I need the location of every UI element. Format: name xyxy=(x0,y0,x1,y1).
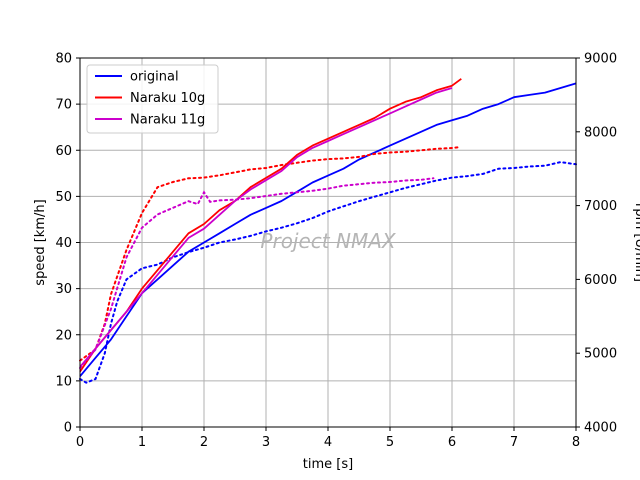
legend-label: Naraku 11g xyxy=(130,113,205,128)
y-right-tick-label: 9000 xyxy=(584,52,617,67)
y-left-tick-label: 30 xyxy=(55,282,72,297)
x-tick-label: 0 xyxy=(76,435,84,450)
y-right-tick-label: 5000 xyxy=(584,347,617,362)
x-tick-label: 4 xyxy=(324,435,332,450)
x-tick-label: 7 xyxy=(510,435,518,450)
speed-line-original xyxy=(79,82,577,377)
legend-label: original xyxy=(130,70,179,85)
legend: original Naraku 10g Naraku 11g xyxy=(86,64,219,134)
x-tick-label: 2 xyxy=(200,435,208,450)
speed-line-naraku-11g xyxy=(79,87,453,368)
x-tick-label: 8 xyxy=(572,435,580,450)
x-axis-label: time [s] xyxy=(303,457,353,472)
y-axis-left-label: speed [km/h] xyxy=(33,199,48,285)
rpm-line-original xyxy=(79,161,577,384)
watermark: Project NMAX xyxy=(260,229,396,253)
y-axis-left: 0 10 20 30 40 50 60 70 80 xyxy=(55,52,80,436)
rpm-line-naraku-10g xyxy=(79,146,460,362)
y-left-tick-label: 60 xyxy=(55,144,72,159)
y-left-tick-label: 80 xyxy=(55,52,72,67)
y-left-tick-label: 10 xyxy=(55,374,72,389)
rpm-line-naraku-11g xyxy=(79,177,435,369)
legend-label: Naraku 10g xyxy=(130,91,205,106)
x-axis: 0 1 2 3 4 5 6 7 8 xyxy=(76,427,580,450)
y-axis-right-label: rpm [U/min] xyxy=(632,203,640,282)
y-right-tick-label: 4000 xyxy=(584,421,617,436)
y-left-tick-label: 70 xyxy=(55,98,72,113)
x-tick-label: 1 xyxy=(138,435,146,450)
y-left-tick-label: 50 xyxy=(55,190,72,205)
y-right-tick-label: 7000 xyxy=(584,199,617,214)
y-left-tick-label: 40 xyxy=(55,236,72,251)
y-right-tick-label: 8000 xyxy=(584,125,617,140)
y-right-tick-label: 6000 xyxy=(584,273,617,288)
x-tick-label: 3 xyxy=(262,435,270,450)
y-left-tick-label: 0 xyxy=(64,421,72,436)
speed-line-naraku-10g xyxy=(79,78,462,373)
x-tick-label: 6 xyxy=(448,435,456,450)
series-layer xyxy=(79,78,577,384)
x-tick-label: 5 xyxy=(386,435,394,450)
y-left-tick-label: 20 xyxy=(55,328,72,343)
legend-box xyxy=(86,64,219,134)
y-axis-right: 4000 5000 6000 7000 8000 9000 xyxy=(576,52,617,436)
